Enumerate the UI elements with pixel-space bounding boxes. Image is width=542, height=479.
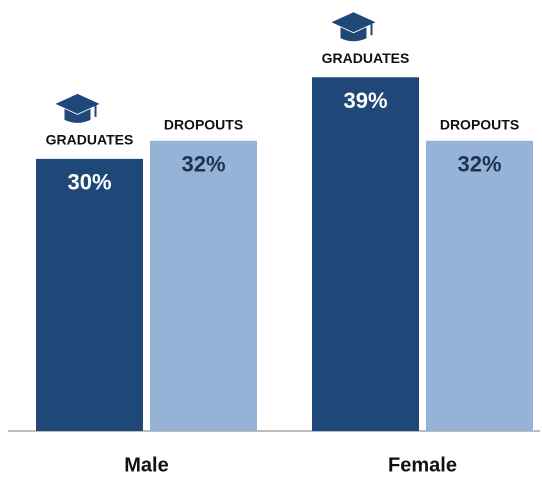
series-label: DROPOUTS <box>440 116 519 132</box>
cap-board <box>331 12 376 33</box>
graduation-cap-icon <box>331 12 376 42</box>
data-label: 32% <box>457 152 501 177</box>
bar <box>426 140 533 431</box>
graduation-cap-icon <box>55 93 100 123</box>
bar <box>150 140 257 431</box>
series-label: GRADUATES <box>46 132 134 148</box>
x-tick-label: Female <box>388 454 457 476</box>
data-label: 39% <box>343 88 387 113</box>
cap-base <box>340 27 367 42</box>
cap-tassel <box>370 23 373 36</box>
series-label: GRADUATES <box>322 50 410 66</box>
cap-board <box>55 93 100 114</box>
cap-base <box>64 108 91 123</box>
x-tick-label: Male <box>124 454 168 476</box>
series-label: DROPOUTS <box>164 116 243 132</box>
data-label: 30% <box>67 170 111 195</box>
data-label: 32% <box>181 152 225 177</box>
bar <box>36 158 143 431</box>
bar <box>312 77 419 432</box>
cap-tassel <box>94 104 97 117</box>
